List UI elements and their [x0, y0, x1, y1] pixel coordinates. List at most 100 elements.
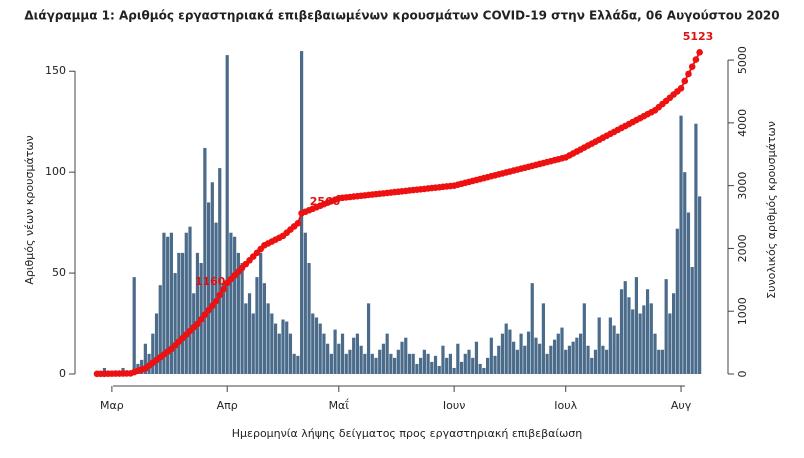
bar: [370, 353, 374, 374]
bar: [441, 345, 445, 374]
bar: [567, 345, 572, 374]
cumulative-point: [194, 320, 201, 328]
bar: [177, 252, 181, 374]
bar: [437, 365, 441, 374]
bar: [415, 363, 419, 374]
y2-tick-label: 2000: [736, 234, 749, 262]
annotation: 5123: [683, 30, 714, 43]
x-axis-label: Ημερομηνία λήψης δείγματος προς εργαστηρ…: [232, 427, 583, 440]
bar: [166, 236, 170, 374]
bar: [143, 343, 147, 374]
bar: [657, 349, 661, 374]
bar: [419, 357, 423, 374]
bar: [247, 293, 252, 374]
bar: [430, 361, 434, 374]
x-tick-label: Μαρ: [100, 399, 124, 412]
bar: [314, 317, 319, 374]
bar: [273, 323, 278, 374]
bar: [285, 321, 289, 374]
bar: [363, 353, 367, 374]
bar: [597, 317, 601, 374]
bar: [575, 337, 579, 374]
cumulative-point: [681, 77, 689, 85]
bar: [500, 333, 505, 374]
y2-tick-label: 4000: [736, 109, 749, 137]
bar: [225, 55, 229, 374]
bar: [515, 349, 519, 374]
bar: [586, 345, 590, 374]
bar: [192, 293, 196, 374]
bar: [195, 252, 200, 374]
bar: [686, 212, 691, 374]
bar: [549, 345, 553, 374]
bar: [426, 353, 430, 374]
bar: [162, 232, 166, 374]
bar: [311, 313, 315, 374]
y2-tick-label: 0: [736, 371, 749, 378]
bar: [616, 333, 620, 374]
bar: [478, 363, 482, 374]
bar: [459, 361, 464, 374]
y2-tick-label: 1000: [736, 297, 749, 325]
bar: [619, 289, 624, 374]
y-tick-label: 100: [45, 165, 66, 178]
bar: [631, 309, 635, 374]
bar: [489, 337, 493, 374]
cumulative-point: [205, 306, 212, 314]
bar: [154, 313, 159, 374]
annotation: 1160: [195, 275, 226, 288]
bar: [582, 303, 586, 374]
y-tick-label: 0: [59, 367, 66, 380]
cumulative-point: [692, 56, 700, 63]
bar: [218, 168, 222, 374]
bar: [151, 333, 155, 374]
plot: [93, 49, 703, 378]
annotation: 2560: [310, 195, 341, 208]
bar: [541, 303, 545, 374]
bar: [523, 345, 527, 374]
bar: [593, 349, 598, 374]
bar: [207, 202, 211, 374]
bar: [169, 232, 173, 374]
bar: [456, 343, 460, 374]
x-tick-label: Αυγ: [671, 399, 692, 412]
bar: [262, 283, 266, 374]
bar: [221, 283, 226, 374]
cumulative-point: [685, 70, 692, 78]
bar: [303, 232, 307, 374]
bar: [307, 262, 311, 374]
y-tick-label: 50: [52, 266, 66, 279]
x-tick-label: Απρ: [217, 399, 238, 412]
bar: [407, 353, 412, 374]
bar: [660, 349, 665, 374]
cumulative-point: [220, 285, 227, 293]
bar: [400, 341, 404, 374]
bar: [348, 349, 352, 374]
bar: [623, 281, 627, 374]
bar: [493, 355, 497, 374]
bar: [668, 313, 672, 374]
bar: [281, 319, 285, 374]
bar: [534, 337, 538, 374]
bar: [180, 252, 185, 374]
chart-title: Διάγραμμα 1: Αριθμός εργαστηριακά επιβεβ…: [24, 9, 779, 23]
bar: [463, 353, 467, 374]
y-axis-label: Αριθμός νέων κρουσμάτων: [23, 135, 36, 284]
cumulative-point: [212, 297, 220, 305]
cumulative-point: [294, 220, 302, 227]
bar: [322, 333, 326, 374]
bar: [344, 353, 348, 374]
bar: [326, 343, 330, 374]
bar: [244, 303, 248, 374]
bar: [552, 339, 557, 374]
bar: [649, 303, 653, 374]
bar: [508, 329, 512, 374]
x-tick-label: Ιουλ: [554, 399, 577, 412]
bar: [355, 333, 359, 374]
bar: [251, 313, 255, 374]
bar: [233, 236, 237, 374]
bar: [229, 232, 233, 374]
bar: [132, 277, 136, 374]
bar: [605, 349, 609, 374]
